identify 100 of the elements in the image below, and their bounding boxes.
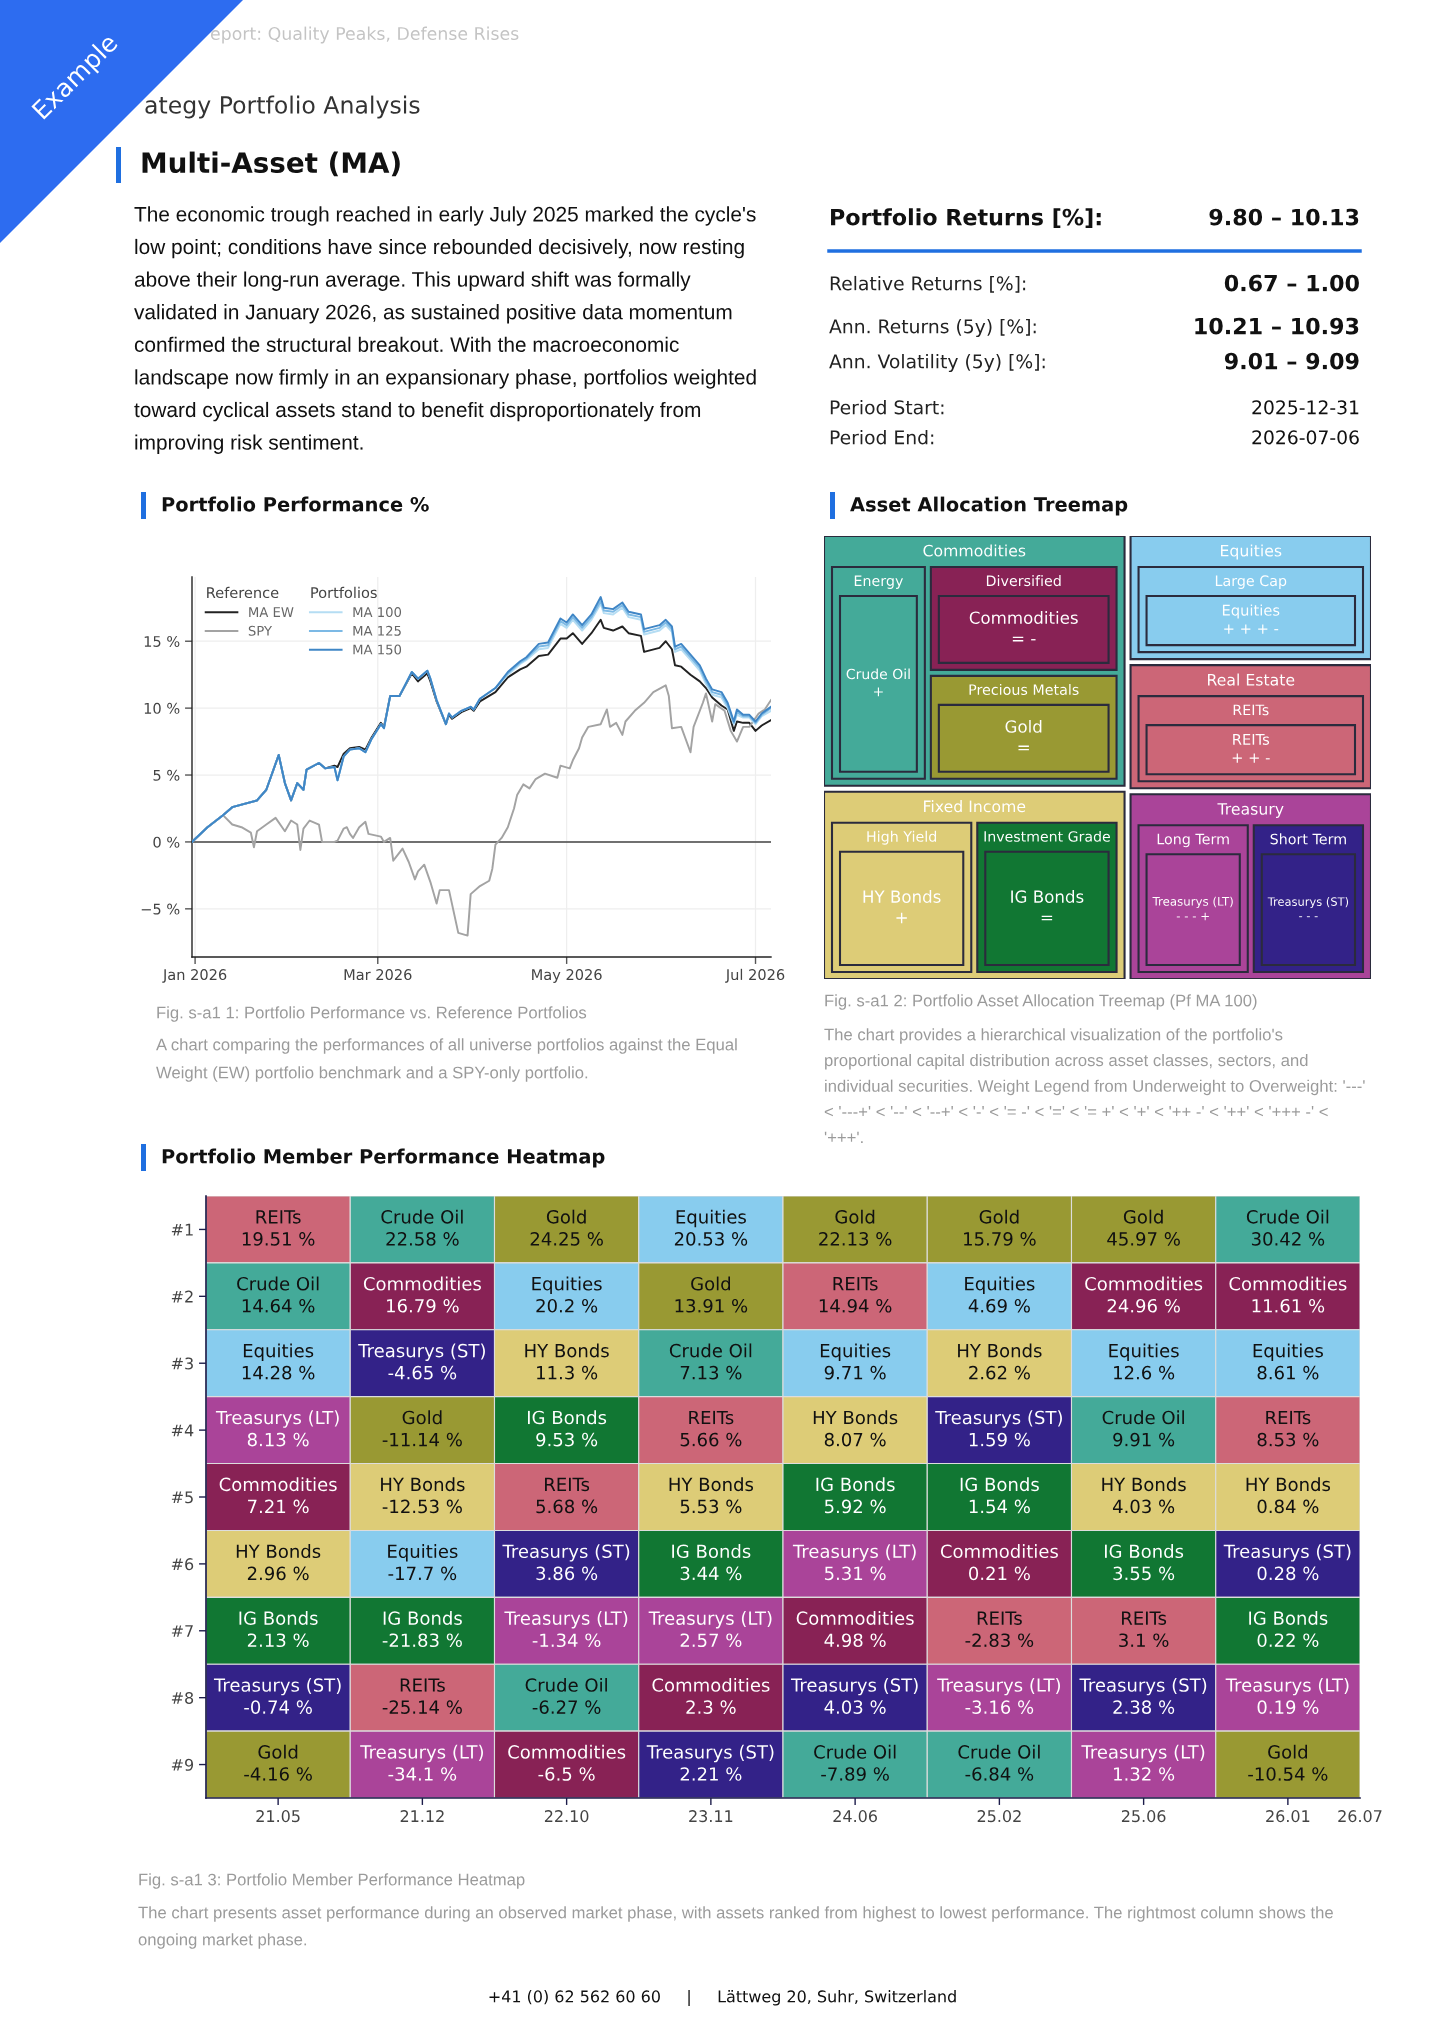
x-tick-label: 25.02: [977, 1810, 1021, 1823]
category-label: Treasury: [1217, 803, 1284, 818]
data-label: 9.91 %: [1113, 1432, 1175, 1447]
data-label: 15.79 %: [964, 1232, 1036, 1246]
annotation: Treasurys (ST): [790, 1677, 918, 1696]
annotation: HY Bonds: [381, 1477, 465, 1492]
annotation: Treasurys (ST): [213, 1677, 341, 1696]
category-label: Short Term: [1270, 833, 1346, 845]
category-label: Large Cap: [1215, 575, 1287, 589]
data-label: -34.1 %: [388, 1767, 457, 1781]
data-label: 7.13 %: [680, 1365, 742, 1380]
annotation: Commodities: [219, 1477, 337, 1492]
annotation: Treasurys (ST): [1079, 1677, 1207, 1696]
text: The chart provides a hierarchical visualization of the portfolio's proportional capital distribution across asset classes, sectors, and individual securities. Weight Legend from Underweight to Overweight: '---' < '---+' < '--' < '--+' < '-' < '= -' < '=' < '= +' < '+' < '++ -' < '++' < '+++ -' < '+++'.: [824, 1028, 1365, 1144]
category-label: Investment Grade: [984, 830, 1110, 842]
annotation: REITs: [1266, 1410, 1311, 1425]
annotation: Gold: [402, 1410, 442, 1425]
data-label: 9.71 %: [824, 1365, 886, 1380]
x-tick-label: Mar 2026: [344, 969, 412, 981]
data-label: 0.19 %: [1257, 1700, 1319, 1714]
data-label: 13.91 %: [675, 1298, 748, 1313]
annotation: Crude Oil: [814, 1744, 896, 1759]
annotation: REITs: [1122, 1611, 1167, 1625]
data-label: 1.59 %: [969, 1432, 1030, 1447]
text: Equities + + + -: [1222, 604, 1280, 634]
annotation: Equities: [532, 1276, 602, 1295]
data-label: 20.2 %: [536, 1298, 598, 1313]
annotation: Crude Oil: [1246, 1209, 1329, 1224]
data-label: 0.21 %: [969, 1566, 1030, 1581]
data-label: 7.21 %: [248, 1499, 309, 1514]
data-label: 1.54 %: [969, 1499, 1030, 1514]
data-label: 4.98 %: [824, 1633, 886, 1648]
data-label: 20.53 %: [674, 1232, 748, 1246]
data-label: -4.16 %: [244, 1767, 312, 1781]
data-label: 2.57 %: [680, 1633, 742, 1648]
data-label: -6.27 %: [532, 1700, 601, 1714]
annotation: Treasurys (ST): [358, 1343, 485, 1361]
text: Ann. Returns (5y) [%]:: [829, 318, 1036, 338]
annotation: IG Bonds: [960, 1477, 1039, 1492]
data-label: 5.92 %: [824, 1499, 886, 1514]
text: The chart presents asset performance during an observed market phase, with assets ranked from highest to lowest performance. The rightmost column shows the ongoing market phase.: [138, 1906, 1333, 1949]
annotation: Commodities: [508, 1744, 626, 1759]
data-label: -10.54 %: [1248, 1767, 1328, 1781]
data-label: 8.61 %: [1257, 1365, 1319, 1380]
data-label: 4.69 %: [968, 1298, 1030, 1313]
legend-label: MA 150: [353, 644, 402, 655]
annotation: HY Bonds: [813, 1410, 898, 1425]
text: IG Bonds =: [1011, 890, 1084, 921]
annotation: Equities: [1109, 1343, 1179, 1361]
text: A chart comparing the performances of all universe portfolios against the Equal Weight (EW) portfolio benchmark and a SPY-only portfolio.: [156, 1038, 737, 1082]
y-tick-label: #1: [171, 1223, 193, 1236]
annotation: Equities: [820, 1343, 891, 1361]
data-label: 12.6 %: [1114, 1365, 1175, 1380]
annotation: IG Bonds: [239, 1611, 318, 1625]
text: +41 (0) 62 562 60 60 | Lättweg 20, Suhr, Switzerland: [489, 1990, 956, 2006]
category-label: Energy: [854, 575, 903, 589]
text: 2025-12-31: [1252, 400, 1359, 415]
data-label: -0.74 %: [244, 1700, 312, 1714]
annotation: IG Bonds: [816, 1477, 895, 1492]
annotation: HY Bonds: [525, 1343, 609, 1358]
text: The economic trough reached in early July 2025 marked the cycle's low point; conditions have since rebounded decisively, now resting above their long-run average. This upward shift was formally validated in January 2026, as sustained positive data momentum confirmed the structural breakout. With the macroeconomic landscape now firmly in an expansionary phase, portfolios weighted toward cyclical assets stand to benefit disproportionately from improving risk sentiment.: [134, 206, 756, 454]
data-label: 5.31 %: [824, 1566, 886, 1581]
x-tick-label: Jul 2026: [725, 968, 785, 983]
annotation: Equities: [676, 1209, 746, 1228]
text: HY Bonds +: [863, 890, 941, 924]
annotation: Treasurys (LT): [215, 1410, 339, 1428]
data-label: 14.94 %: [819, 1298, 892, 1313]
y-tick-label: 15 %: [144, 635, 180, 647]
data-label: 22.13 %: [819, 1232, 892, 1246]
annotation: Crude Oil: [958, 1744, 1040, 1759]
y-tick-label: −5 %: [141, 903, 180, 915]
y-tick-label: #5: [171, 1491, 193, 1504]
category-label: Long Term: [1157, 833, 1229, 848]
y-tick-label: 5 %: [153, 769, 180, 781]
data-label: 14.64 %: [242, 1298, 315, 1313]
annotation: Treasurys (LT): [792, 1544, 916, 1562]
data-label: 3.86 %: [536, 1566, 598, 1581]
text: 26.07: [1338, 1810, 1382, 1823]
x-tick-label: Jan 2026: [162, 969, 227, 983]
annotation: HY Bonds: [669, 1477, 754, 1492]
annotation: REITs: [833, 1277, 878, 1291]
text: Fig. s-a1 1: Portfolio Performance vs. Reference Portfolios: [157, 1006, 587, 1022]
data-label: 8.53 %: [1257, 1432, 1319, 1447]
annotation: Commodities: [1085, 1276, 1203, 1291]
annotation: Treasurys (ST): [1223, 1544, 1351, 1562]
text: 2026-07-06: [1252, 430, 1359, 445]
data-label: 2.13 %: [247, 1633, 309, 1648]
data-label: 30.42 %: [1251, 1232, 1325, 1246]
text: Period Start:: [830, 399, 944, 415]
category-label: Precious Metals: [969, 683, 1079, 695]
data-label: 19.51 %: [242, 1232, 315, 1246]
annotation: Crude Oil: [525, 1677, 607, 1692]
data-label: -25.14 %: [382, 1700, 462, 1714]
x-tick-label: May 2026: [532, 969, 602, 983]
text: Portfolio Returns [%]:: [831, 208, 1101, 229]
annotation: Treasurys (LT): [1081, 1744, 1205, 1763]
text: Crude Oil +: [846, 668, 910, 697]
category-label: Diversified: [986, 575, 1061, 587]
data-label: -12.53 %: [382, 1499, 462, 1514]
data-label: 11.61 %: [1252, 1298, 1325, 1313]
